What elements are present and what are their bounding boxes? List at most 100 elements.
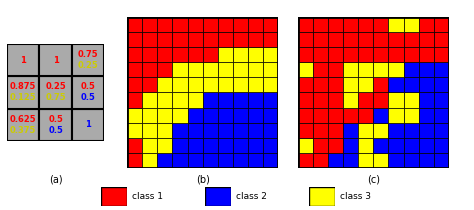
Bar bbox=[313, 123, 328, 138]
Bar bbox=[343, 123, 358, 138]
Bar bbox=[263, 77, 278, 92]
Text: 0.125: 0.125 bbox=[10, 93, 36, 102]
Bar bbox=[313, 138, 328, 153]
Bar bbox=[263, 92, 278, 108]
Bar bbox=[233, 138, 248, 153]
Bar bbox=[173, 92, 188, 108]
Bar bbox=[298, 62, 313, 77]
Bar bbox=[313, 32, 328, 47]
Bar bbox=[127, 153, 142, 168]
Bar bbox=[188, 138, 203, 153]
Bar bbox=[298, 108, 313, 123]
Bar bbox=[263, 17, 278, 32]
Bar bbox=[218, 108, 233, 123]
Bar bbox=[263, 153, 278, 168]
Bar bbox=[263, 62, 278, 77]
Bar bbox=[188, 62, 203, 77]
Text: 0.5: 0.5 bbox=[48, 115, 63, 124]
Bar bbox=[419, 92, 434, 108]
Text: 0.625: 0.625 bbox=[10, 115, 36, 124]
Bar bbox=[173, 123, 188, 138]
Text: 0.5: 0.5 bbox=[48, 126, 63, 135]
Bar bbox=[434, 108, 449, 123]
Bar bbox=[248, 153, 263, 168]
Bar bbox=[188, 123, 203, 138]
Bar bbox=[434, 47, 449, 62]
Bar bbox=[358, 62, 373, 77]
Bar bbox=[233, 47, 248, 62]
Bar bbox=[188, 77, 203, 92]
Bar bbox=[127, 32, 142, 47]
Bar bbox=[202, 153, 218, 168]
Bar bbox=[157, 17, 173, 32]
Bar bbox=[434, 92, 449, 108]
Text: 0.375: 0.375 bbox=[10, 126, 36, 135]
Bar bbox=[218, 47, 233, 62]
Bar bbox=[388, 138, 403, 153]
Bar bbox=[142, 17, 157, 32]
Bar bbox=[142, 153, 157, 168]
Bar bbox=[343, 92, 358, 108]
Bar bbox=[298, 77, 313, 92]
Bar bbox=[202, 77, 218, 92]
Bar bbox=[248, 108, 263, 123]
Text: 0.75: 0.75 bbox=[46, 93, 66, 102]
Bar bbox=[233, 123, 248, 138]
Bar bbox=[298, 123, 313, 138]
Bar bbox=[233, 62, 248, 77]
Bar bbox=[157, 108, 173, 123]
Bar bbox=[218, 77, 233, 92]
Bar bbox=[373, 108, 388, 123]
Bar bbox=[343, 153, 358, 168]
Bar bbox=[343, 17, 358, 32]
Bar bbox=[127, 138, 142, 153]
Bar bbox=[328, 108, 343, 123]
Bar bbox=[218, 138, 233, 153]
Bar bbox=[388, 47, 403, 62]
Bar bbox=[358, 77, 373, 92]
Bar bbox=[298, 17, 313, 32]
Bar bbox=[218, 123, 233, 138]
Text: 1: 1 bbox=[85, 120, 91, 129]
Bar bbox=[373, 123, 388, 138]
Bar bbox=[298, 92, 313, 108]
Bar bbox=[434, 138, 449, 153]
Bar bbox=[263, 47, 278, 62]
Bar bbox=[403, 123, 419, 138]
Bar bbox=[173, 17, 188, 32]
Bar bbox=[298, 32, 313, 47]
Bar bbox=[188, 47, 203, 62]
Bar bbox=[202, 138, 218, 153]
Bar bbox=[173, 77, 188, 92]
Bar bbox=[127, 108, 142, 123]
Bar bbox=[343, 62, 358, 77]
Bar bbox=[313, 77, 328, 92]
Bar bbox=[313, 92, 328, 108]
Bar bbox=[419, 108, 434, 123]
Bar bbox=[373, 92, 388, 108]
Bar bbox=[403, 47, 419, 62]
Bar bbox=[173, 47, 188, 62]
Bar bbox=[313, 62, 328, 77]
Bar bbox=[127, 123, 142, 138]
Bar bbox=[142, 47, 157, 62]
Bar bbox=[328, 17, 343, 32]
Bar bbox=[358, 47, 373, 62]
Bar bbox=[313, 108, 328, 123]
Bar bbox=[218, 17, 233, 32]
Bar bbox=[39, 76, 72, 109]
Bar bbox=[72, 76, 104, 109]
Bar bbox=[403, 153, 419, 168]
Bar bbox=[358, 92, 373, 108]
Bar bbox=[188, 92, 203, 108]
Bar bbox=[328, 138, 343, 153]
Bar bbox=[373, 47, 388, 62]
Bar bbox=[403, 138, 419, 153]
Text: (b): (b) bbox=[196, 174, 210, 184]
Text: class 3: class 3 bbox=[340, 192, 371, 201]
Bar bbox=[434, 123, 449, 138]
Text: 0.5: 0.5 bbox=[81, 93, 96, 102]
Bar bbox=[388, 62, 403, 77]
Bar bbox=[248, 32, 263, 47]
Bar bbox=[263, 32, 278, 47]
